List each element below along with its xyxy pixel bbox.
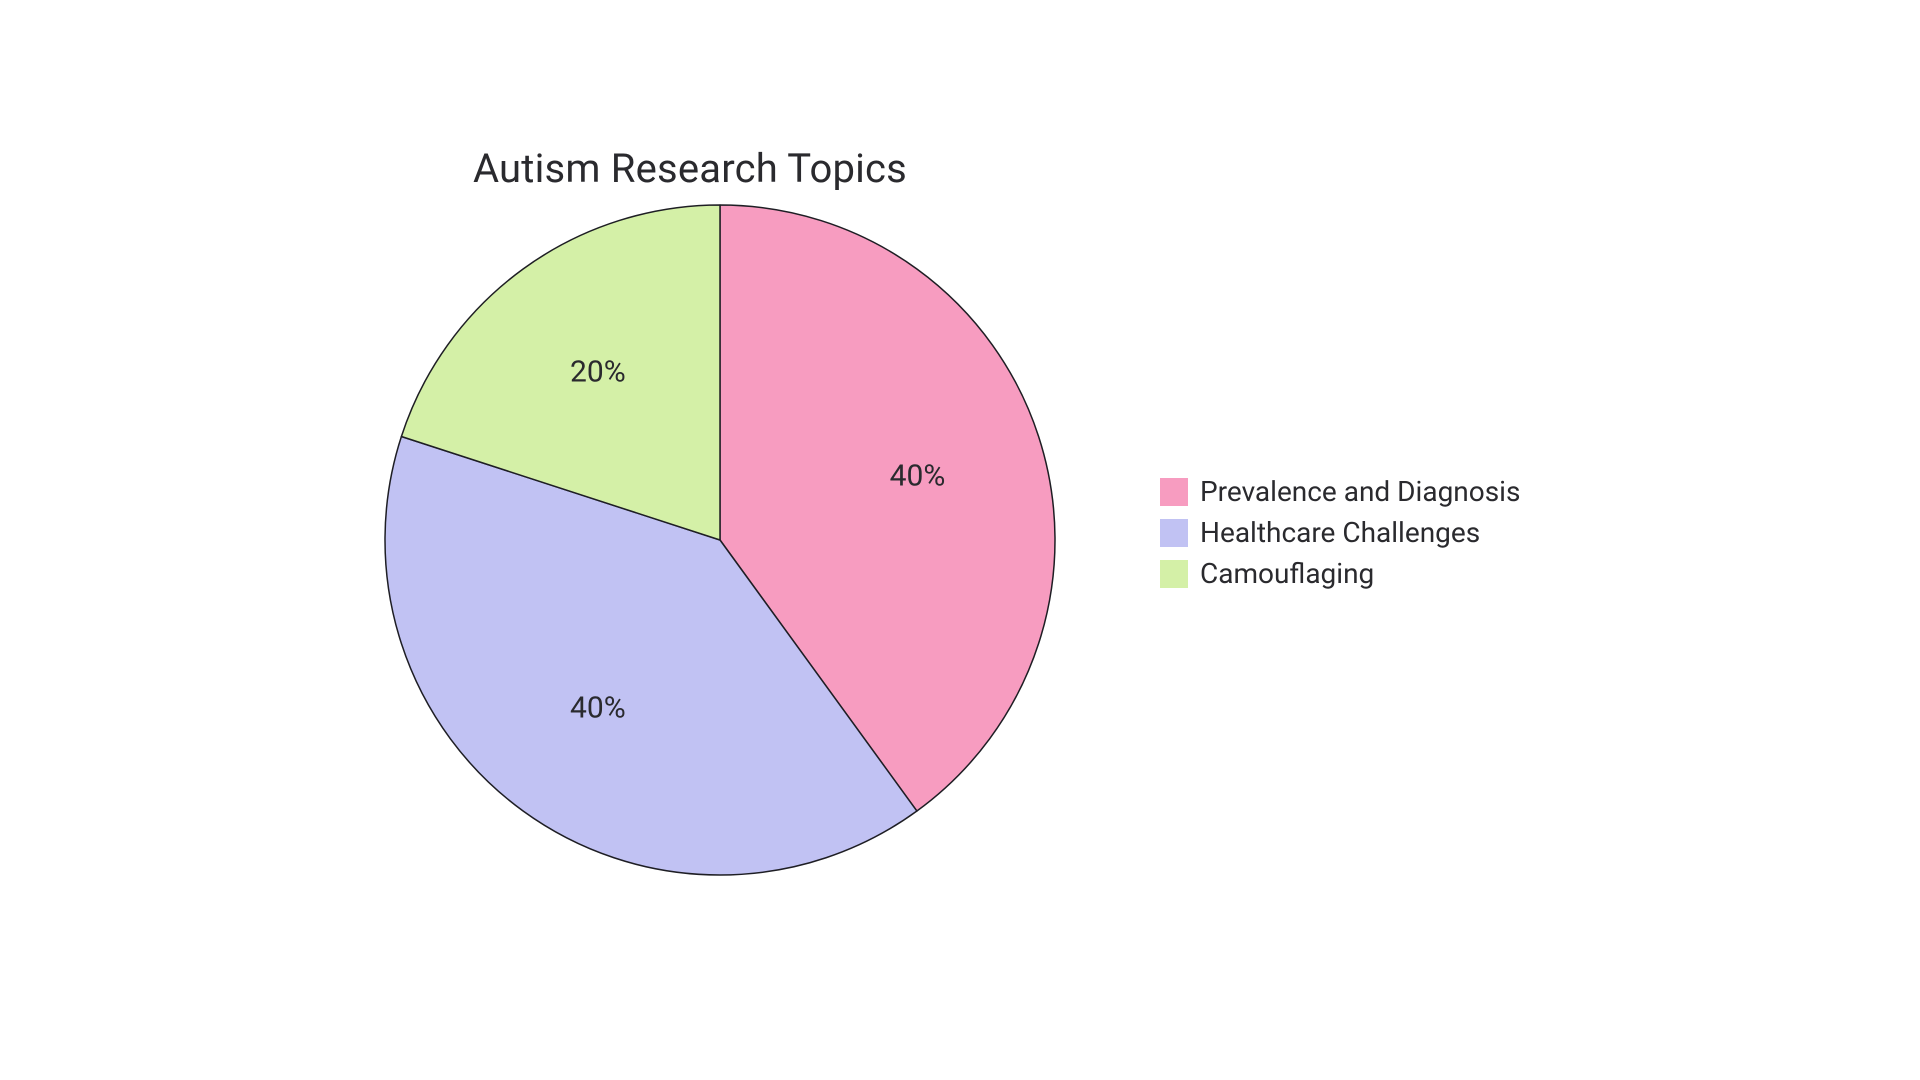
legend-swatch (1160, 519, 1188, 547)
legend-label: Camouflaging (1200, 557, 1374, 590)
legend-item: Prevalence and Diagnosis (1160, 475, 1520, 508)
legend: Prevalence and Diagnosis Healthcare Chall… (1160, 475, 1520, 590)
pie-chart: Autism Research Topics Prevalence and Di… (240, 135, 1680, 945)
legend-label: Healthcare Challenges (1200, 516, 1480, 549)
slice-label: 20% (570, 354, 626, 389)
legend-item: Healthcare Challenges (1160, 516, 1520, 549)
legend-swatch (1160, 478, 1188, 506)
legend-swatch (1160, 560, 1188, 588)
slice-label: 40% (890, 458, 946, 493)
legend-item: Camouflaging (1160, 557, 1520, 590)
slice-label: 40% (570, 691, 626, 726)
legend-label: Prevalence and Diagnosis (1200, 475, 1520, 508)
